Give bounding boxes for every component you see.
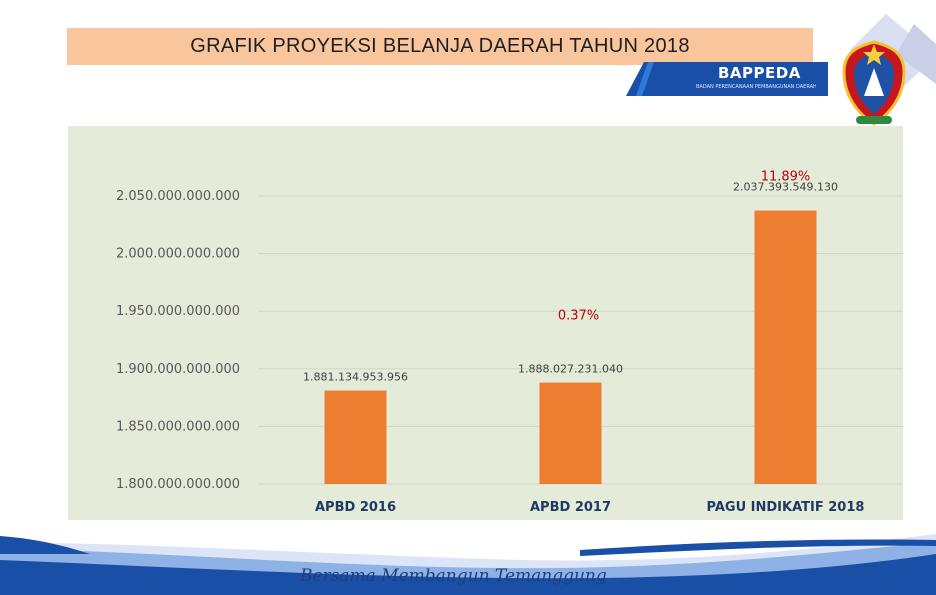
bar: [539, 382, 602, 484]
y-tick-label: 2.000.000.000.000: [116, 247, 240, 262]
growth-label: 0.37%: [558, 309, 599, 324]
growth-label: 11.89%: [761, 170, 811, 185]
x-tick-label: APBD 2017: [530, 500, 611, 515]
brand-banner-shape: [626, 62, 828, 96]
x-tick-label: PAGU INDIKATIF 2018: [707, 500, 865, 515]
y-tick-label: 1.850.000.000.000: [116, 419, 240, 434]
footer-waves: [0, 534, 936, 595]
data-label: 1.888.027.231.040: [518, 363, 623, 376]
page-title: GRAFIK PROYEKSI BELANJA DAERAH TAHUN 201…: [190, 35, 690, 57]
data-label: 2.037.393.549.130: [733, 181, 838, 194]
brand-subtitle: BADAN PERENCANAAN PEMBANGUNAN DAERAH: [696, 84, 816, 90]
brand-banner: [626, 62, 828, 96]
x-tick-label: APBD 2016: [315, 500, 396, 515]
plot-area: 1.800.000.000.000 1.850.000.000.000 1.900.…: [68, 126, 903, 520]
regency-seal-icon: [842, 40, 906, 126]
bar-chart: 1.800.000.000.000 1.850.000.000.000 1.900.…: [116, 170, 903, 515]
brand-name: BAPPEDA: [718, 64, 801, 82]
title-band: GRAFIK PROYEKSI BELANJA DAERAH TAHUN 201…: [67, 28, 813, 65]
tagline: Bersama Membangun Temanggung: [300, 566, 607, 586]
bar: [324, 390, 387, 484]
y-tick-label: 2.050.000.000.000: [116, 189, 240, 204]
bar: [754, 210, 817, 484]
data-label: 1.881.134.953.956: [303, 371, 408, 384]
y-tick-label: 1.900.000.000.000: [116, 362, 240, 377]
y-tick-label: 1.800.000.000.000: [116, 477, 240, 492]
y-tick-label: 1.950.000.000.000: [116, 304, 240, 319]
